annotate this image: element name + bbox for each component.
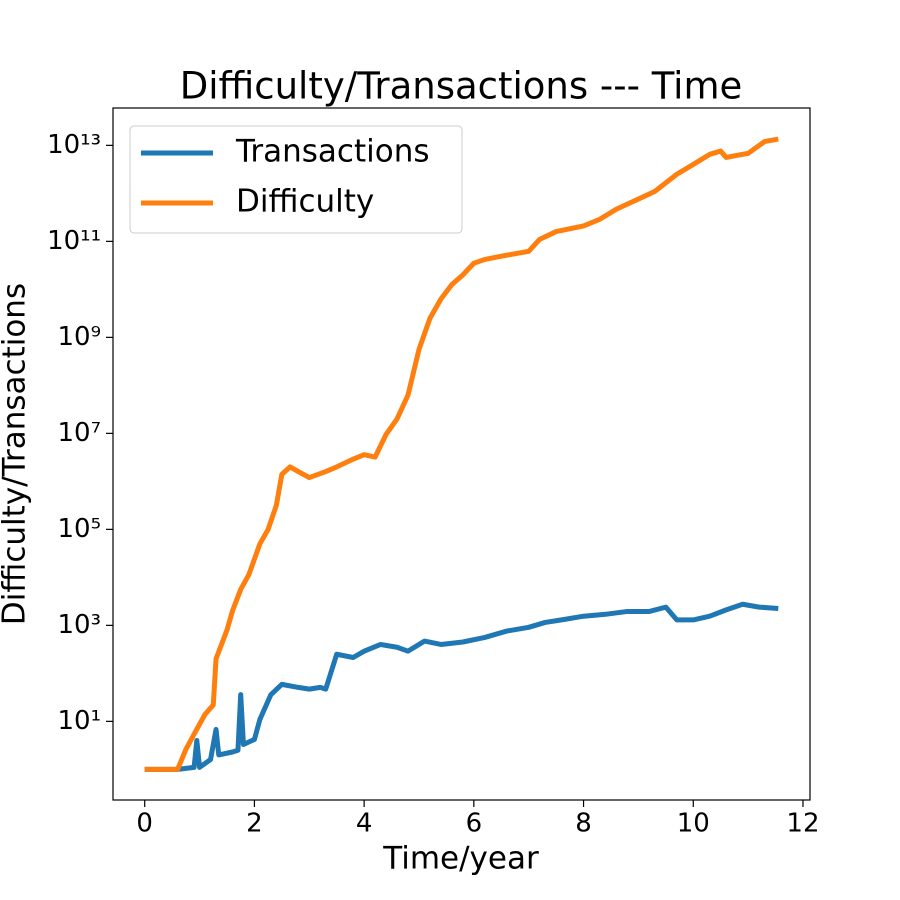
y-axis-label: Difficulty/Transactions bbox=[0, 283, 33, 625]
chart-title: Difficulty/Transactions --- Time bbox=[180, 65, 743, 108]
legend-label: Transactions bbox=[235, 134, 430, 170]
x-axis-label: Time/year bbox=[382, 841, 539, 877]
series-line bbox=[144, 601, 779, 772]
y-tick-label: 10³ bbox=[57, 610, 101, 640]
x-tick-label: 6 bbox=[466, 809, 483, 839]
y-tick-label: 10⁷ bbox=[57, 418, 101, 448]
series-line bbox=[144, 136, 779, 772]
x-tick-label: 10 bbox=[677, 809, 710, 839]
x-tick-label: 0 bbox=[136, 809, 153, 839]
y-tick-label: 10¹³ bbox=[47, 130, 101, 160]
legend-label: Difficulty bbox=[236, 184, 374, 220]
x-tick-label: 8 bbox=[575, 809, 592, 839]
y-tick-label: 10⁹ bbox=[57, 322, 101, 352]
y-tick-label: 10¹ bbox=[57, 706, 101, 736]
x-tick-label: 4 bbox=[356, 809, 373, 839]
x-tick-label: 2 bbox=[246, 809, 263, 839]
plot-frame bbox=[112, 107, 811, 801]
y-tick-label: 10⁵ bbox=[57, 514, 101, 544]
y-tick-label: 10¹¹ bbox=[47, 226, 101, 256]
x-tick-label: 12 bbox=[786, 809, 819, 839]
